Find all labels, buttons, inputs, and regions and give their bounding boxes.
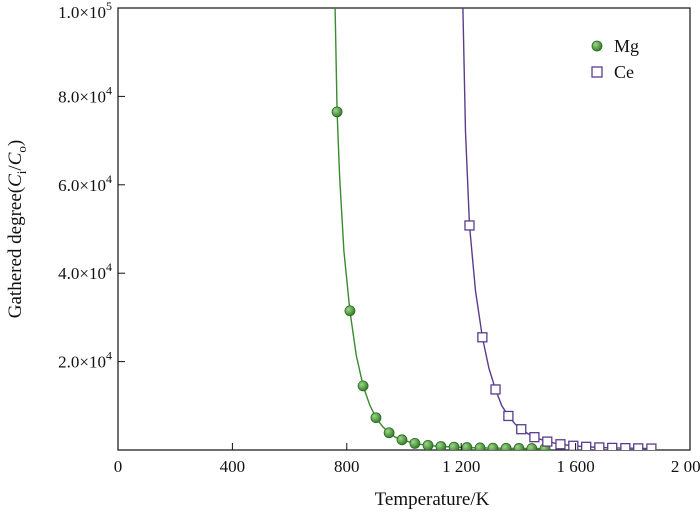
data-point-mg — [422, 439, 434, 450]
y-axis-title-den-var: C — [5, 152, 26, 165]
legend: Mg Ce — [591, 36, 639, 82]
y-tick-label: 8.0×104 — [58, 83, 112, 106]
data-point-mg — [526, 443, 538, 450]
legend-marker-ce — [591, 66, 603, 78]
series-layer — [331, 8, 657, 450]
data-point-mg — [461, 442, 473, 450]
data-point-mg — [474, 442, 486, 450]
data-point-mg — [331, 106, 343, 118]
data-point-mg — [370, 412, 382, 424]
data-point-mg — [435, 441, 447, 450]
data-point-ce — [503, 410, 514, 422]
data-point-ce — [542, 436, 553, 447]
data-point-mg — [383, 427, 395, 439]
data-point-mg — [513, 443, 525, 450]
data-point-ce — [555, 439, 566, 450]
y-axis-title-num-var: C — [5, 174, 26, 187]
data-point-mg — [396, 434, 408, 446]
data-point-ce — [529, 432, 540, 443]
y-axis-title: Gathered degree(Ci/Co) — [5, 140, 29, 318]
y-axis-title-den-sub: o — [14, 146, 29, 153]
data-point-mg — [357, 380, 369, 392]
data-point-ce — [516, 424, 527, 435]
y-tick-label: 4.0×104 — [58, 260, 112, 283]
y-axis-title-num-sub: i — [14, 170, 29, 174]
data-point-mg — [500, 442, 512, 450]
data-point-ce — [607, 442, 618, 450]
y-axis-ticks: 2.0×104 4.0×104 6.0×104 8.0×104 1.0×105 — [58, 0, 125, 372]
data-point-ce — [477, 332, 488, 343]
x-axis-ticks: 0 400 800 1 200 1 600 2 000 — [114, 443, 700, 476]
plot-frame — [117, 7, 691, 451]
plot-area — [117, 7, 691, 451]
legend-label-ce: Ce — [614, 62, 634, 82]
data-point-ce — [633, 443, 644, 450]
x-tick-label: 400 — [220, 457, 246, 476]
y-axis-title-suffix: ) — [5, 140, 26, 146]
data-point-ce — [490, 384, 501, 395]
data-point-mg — [344, 305, 356, 317]
data-point-ce — [581, 441, 592, 450]
data-point-ce — [464, 220, 475, 231]
data-point-ce — [646, 443, 657, 450]
y-tick-label: 6.0×104 — [58, 172, 112, 195]
legend-marker-mg — [591, 40, 603, 52]
legend-label-mg: Mg — [614, 36, 639, 56]
y-tick-label: 1.0×105 — [58, 0, 112, 22]
x-axis-title: Temperature/K — [375, 489, 490, 510]
x-tick-label: 1 600 — [556, 457, 594, 476]
x-tick-label: 1 200 — [442, 457, 480, 476]
y-axis-title-prefix: Gathered degree( — [5, 187, 26, 318]
y-tick-label: 2.0×104 — [58, 349, 112, 372]
data-point-mg — [448, 441, 460, 450]
x-tick-label: 800 — [334, 457, 360, 476]
y-axis-title-slash: / — [5, 165, 26, 171]
data-point-mg — [487, 442, 499, 450]
data-point-ce — [620, 442, 631, 450]
x-tick-label: 0 — [114, 457, 123, 476]
data-point-ce — [594, 442, 605, 450]
data-point-mg — [409, 437, 421, 449]
x-tick-label: 2 000 — [671, 457, 700, 476]
data-point-ce — [568, 440, 579, 450]
